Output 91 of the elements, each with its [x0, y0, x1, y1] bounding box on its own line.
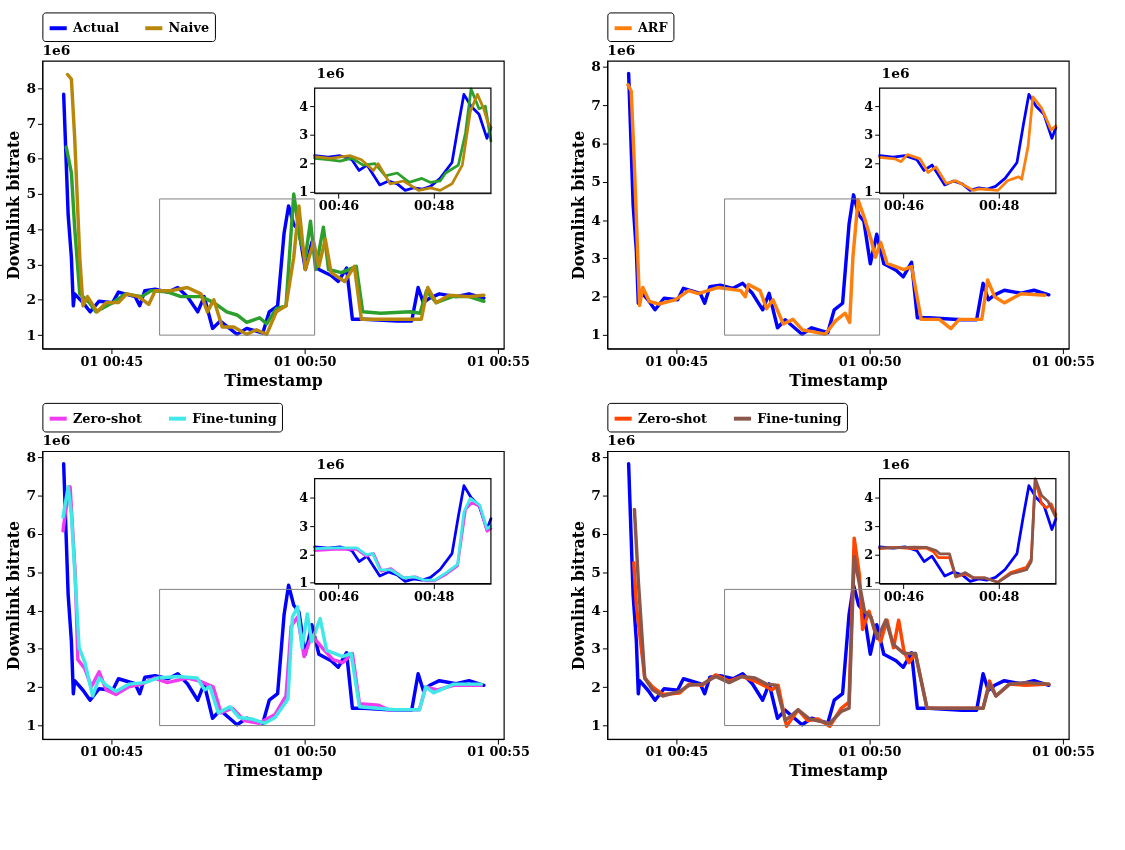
y-tick-label: 7: [26, 114, 36, 131]
y-tick-label: 2: [26, 291, 36, 308]
y-tick-label: 1: [299, 184, 309, 200]
y-tick-label: 7: [591, 487, 601, 504]
y-tick-label: 4: [864, 490, 874, 506]
y-tick-label: 3: [26, 640, 36, 657]
y-tick-label: 4: [591, 602, 602, 619]
x-tick-label: 01 00:50: [273, 353, 337, 369]
annotation: 1e6: [316, 455, 345, 472]
legend-label: Zero-shot: [72, 410, 143, 426]
y-tick-label: 4: [299, 490, 309, 506]
y-tick-label: 4: [26, 602, 37, 619]
y-tick-label: 5: [591, 563, 601, 580]
x-tick-label: 01 00:45: [80, 744, 144, 760]
y-tick-label: 5: [26, 185, 36, 202]
x-tick-label: 00:48: [414, 588, 455, 604]
annotation: 1e6: [881, 65, 910, 82]
x-axis-title: Timestamp: [224, 370, 323, 390]
text: 1e6: [607, 41, 636, 58]
x-tick-label: 00:48: [979, 588, 1020, 604]
y-axis-title: Downlink bitrate: [569, 130, 589, 280]
y-tick-label: 3: [26, 256, 36, 272]
y-tick-label: 3: [864, 518, 874, 534]
y-tick-label: 6: [26, 525, 36, 542]
y-tick-label: 3: [591, 640, 601, 657]
y-tick-label: 1: [26, 716, 36, 733]
y-tick-label: 8: [591, 448, 601, 465]
y-tick-label: 5: [26, 563, 36, 580]
y-tick-label: 6: [591, 525, 601, 542]
y-axis-title: Downlink bitrate: [4, 521, 24, 671]
legend-label: ARF: [636, 20, 668, 36]
y-tick-label: 8: [26, 79, 36, 96]
x-tick-label: 00:48: [414, 198, 455, 214]
x-tick-label: 00:48: [979, 198, 1020, 214]
x-tick-label: 01 00:50: [838, 353, 902, 369]
y-tick-label: 1: [864, 575, 874, 591]
y-tick-label: 4: [864, 99, 874, 114]
y-tick-label: 7: [26, 487, 36, 504]
y-tick-label: 6: [591, 134, 601, 151]
x-tick-label: 00:46: [318, 588, 360, 604]
y-tick-label: 3: [591, 249, 601, 266]
y-tick-label: 5: [591, 173, 601, 190]
x-tick-label: 01 00:55: [1032, 353, 1095, 369]
x-axis-title: Timestamp: [789, 370, 888, 390]
y-tick-label: 4: [299, 99, 309, 114]
y-tick-label: 2: [864, 155, 874, 171]
legend-label: Fine-tuning: [192, 410, 277, 426]
legend-label: Naive: [168, 20, 210, 36]
y-axis-title: Downlink bitrate: [569, 521, 589, 671]
x-tick-label: 00:46: [883, 588, 925, 604]
y-tick-label: 8: [591, 58, 601, 75]
x-axis-title: Timestamp: [224, 761, 323, 781]
text: 1e6: [607, 432, 636, 449]
legend-label: Fine-tuning: [757, 410, 842, 426]
y-tick-label: 4: [26, 220, 37, 237]
x-tick-label: 01 00:55: [467, 353, 530, 369]
x-tick-label: 00:46: [883, 198, 925, 214]
x-tick-label: 01 00:50: [838, 744, 902, 760]
y-tick-label: 2: [591, 288, 601, 305]
x-tick-label: 01 00:50: [273, 744, 337, 760]
y-tick-label: 4: [591, 211, 602, 228]
y-axis-title: Downlink bitrate: [4, 130, 24, 280]
y-tick-label: 8: [26, 448, 36, 465]
y-tick-label: 1: [26, 326, 36, 343]
y-tick-label: 1: [864, 184, 874, 200]
text: 1e6: [42, 41, 71, 58]
y-tick-label: 2: [591, 678, 601, 695]
annotation: 1e6: [316, 65, 345, 82]
y-tick-label: 3: [299, 127, 309, 143]
y-tick-label: 7: [591, 96, 601, 113]
x-axis-title: Timestamp: [789, 761, 888, 781]
x-tick-label: 01 00:45: [80, 353, 144, 369]
y-tick-label: 3: [299, 518, 309, 534]
text: 1e6: [42, 432, 71, 449]
y-tick-label: 2: [299, 546, 309, 562]
y-tick-label: 2: [26, 678, 36, 695]
y-tick-label: 1: [591, 326, 601, 343]
y-tick-label: 3: [864, 127, 874, 143]
x-tick-label: 01 00:55: [1032, 744, 1095, 760]
legend-label: Zero-shot: [637, 410, 708, 426]
x-tick-label: 01 00:55: [467, 744, 530, 760]
y-tick-label: 1: [591, 716, 601, 733]
y-tick-label: 6: [26, 150, 36, 167]
annotation: 1e6: [881, 455, 910, 472]
x-tick-label: 00:46: [318, 198, 360, 214]
x-tick-label: 01 00:45: [645, 353, 709, 369]
x-tick-label: 01 00:45: [645, 744, 709, 760]
legend-label: Actual: [71, 20, 120, 36]
y-tick-label: 2: [299, 155, 309, 171]
y-tick-label: 1: [299, 575, 309, 591]
y-tick-label: 2: [864, 546, 874, 562]
